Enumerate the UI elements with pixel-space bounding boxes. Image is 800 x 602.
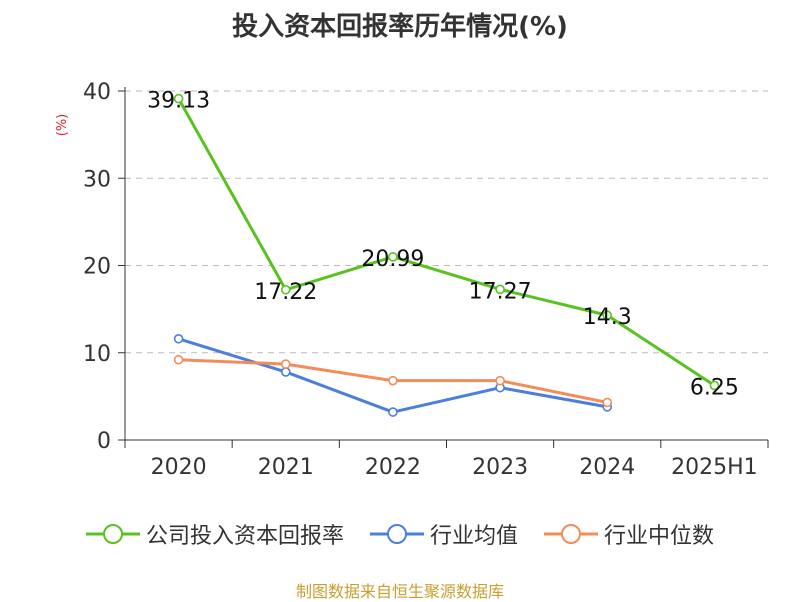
data-label: 39.13 [147, 89, 210, 114]
x-tick-label: 2025H1 [671, 455, 758, 480]
legend-swatch-marker [561, 524, 581, 544]
x-tick-label: 2020 [151, 455, 207, 480]
data-point [388, 407, 398, 417]
data-point [173, 354, 184, 365]
y-tick-label: 40 [83, 80, 111, 105]
source-note: 制图数据来自恒生聚源数据库 [295, 582, 504, 601]
data-point [388, 375, 398, 386]
data-point [388, 252, 398, 262]
series-line-1 [178, 337, 608, 414]
data-point [709, 380, 720, 391]
legend-swatch [544, 524, 598, 544]
data-point [602, 397, 613, 408]
data-label: 14.3 [583, 305, 632, 330]
legend-item[interactable]: 行业均值 [369, 518, 518, 550]
x-tick-label: 2022 [365, 455, 421, 480]
axes: 0 10 20 30 40 2020 2021 2022 2023 2024 2025H1 [83, 80, 769, 480]
x-tick-label: 2021 [258, 455, 314, 480]
y-tick-label: 0 [97, 429, 111, 454]
line-chart: 0 10 20 30 40 2020 2021 2022 2023 2024 2025H1 39.1… [83, 80, 769, 480]
legend-item[interactable]: 行业中位数 [544, 518, 714, 550]
legend-label: 行业中位数 [604, 524, 715, 549]
series-line-0 [177, 97, 716, 387]
legend-swatch-marker [386, 524, 407, 544]
data-point [495, 375, 505, 386]
data-point [602, 310, 613, 321]
legend-swatch [85, 524, 140, 544]
data-point [173, 333, 184, 344]
y-tick-label: 20 [83, 255, 111, 280]
data-label: 6.25 [690, 375, 739, 400]
data-label: 17.22 [254, 280, 317, 305]
data-label: 17.27 [469, 279, 532, 304]
chart-title: 投入资本回报率历年情况(%) [232, 12, 568, 42]
data-point [280, 359, 291, 369]
grid-lines [125, 90, 768, 354]
x-tick-label: 2024 [579, 455, 635, 480]
series-lines [173, 93, 720, 417]
y-tick-label: 30 [83, 167, 111, 192]
legend-item[interactable]: 公司投入资本回报率 [85, 518, 344, 550]
legend-label: 公司投入资本回报率 [145, 524, 344, 549]
data-point [495, 284, 505, 295]
legend-label: 行业均值 [429, 524, 518, 549]
data-labels: 39.13 17.22 20.99 17.27 14.3 6.25 [147, 89, 739, 401]
data-point [280, 284, 291, 295]
data-point [280, 367, 291, 377]
data-point [173, 93, 184, 104]
y-tick-label: 10 [83, 342, 111, 367]
legend-swatch-marker [102, 524, 123, 544]
legend-swatch [369, 524, 424, 544]
legend: 公司投入资本回报率 行业均值 行业中位数 [0, 518, 800, 550]
data-label: 20.99 [361, 247, 424, 272]
x-tick-label: 2023 [472, 455, 528, 480]
